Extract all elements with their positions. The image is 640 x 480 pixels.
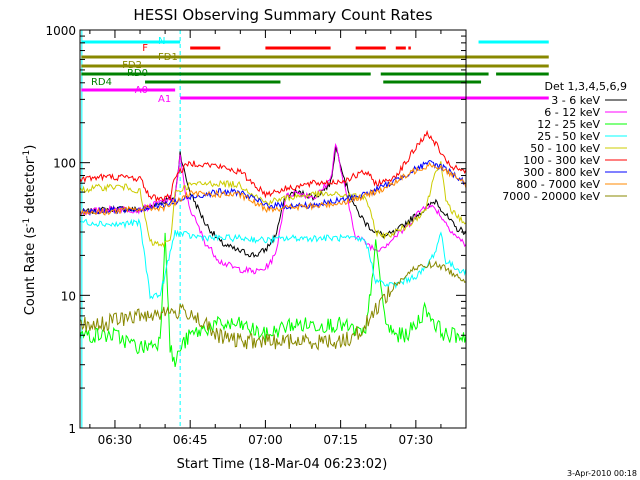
series-line-5: [80, 161, 466, 248]
legend-label: 6 - 12 keV: [544, 106, 600, 119]
legend-label: 300 - 800 keV: [523, 166, 600, 179]
legend-label: 12 - 25 keV: [537, 118, 600, 131]
legend-label: 100 - 300 keV: [523, 154, 600, 167]
series-line-9: [80, 259, 466, 351]
series-line-4: [80, 218, 466, 300]
series-line-6: [80, 129, 466, 203]
flag-label: A0: [135, 85, 148, 96]
series-line-2: [80, 142, 466, 275]
legend-label: 50 - 100 keV: [530, 142, 600, 155]
x-tick-label: 07:00: [248, 433, 283, 447]
x-axis-label: Start Time (18-Mar-04 06:23:02): [177, 457, 388, 472]
series-line-1: [80, 146, 466, 258]
y-tick-label: 1000: [45, 24, 76, 38]
flag-label: FD1: [158, 52, 178, 63]
flag-label: FD2: [122, 60, 142, 71]
y-label-mid: detector: [23, 158, 38, 218]
y-tick-label: 1: [68, 422, 76, 436]
footer-stamp: 3-Apr-2010 00:18: [567, 469, 637, 478]
plot-frame: [79, 29, 467, 429]
y-label-end: ): [23, 145, 38, 150]
x-tick-label: 07:15: [323, 433, 358, 447]
flag-label: RD4: [91, 77, 112, 88]
series-line-8: [80, 161, 466, 217]
x-tick-label: 07:30: [399, 433, 434, 447]
flag-label: F: [142, 43, 148, 54]
legend-label: 25 - 50 keV: [537, 130, 600, 143]
y-tick-label: 10: [61, 289, 76, 303]
y-axis-label: Count Rate (s-1 detector-1): [22, 145, 38, 316]
x-tick-label: 06:30: [98, 433, 133, 447]
flag-label: A1: [158, 94, 171, 105]
legend-label: 7000 - 20000 keV: [502, 190, 600, 203]
chart-title: HESSI Observing Summary Count Rates: [133, 6, 432, 24]
axes: 06:30 06:45 07:00 07:15 07:30 1 10 100 1000: [45, 24, 467, 447]
flag-label: RD0: [127, 68, 148, 79]
x-tick-label: 06:45: [173, 433, 208, 447]
series-line-3: [80, 232, 466, 368]
series-line-7: [80, 159, 466, 216]
y-label-sup1: -1: [22, 218, 32, 227]
legend-title: Det 1,3,4,5,6,9: [544, 80, 627, 93]
plot-area: [80, 30, 466, 428]
legend-label: 800 - 7000 keV: [516, 178, 600, 191]
y-tick-label: 100: [53, 157, 76, 171]
y-label-sup2: -1: [22, 150, 32, 159]
y-label-main: Count Rate (s: [23, 227, 38, 316]
legend-label: 3 - 6 keV: [551, 94, 600, 107]
flag-label: N: [158, 36, 165, 47]
